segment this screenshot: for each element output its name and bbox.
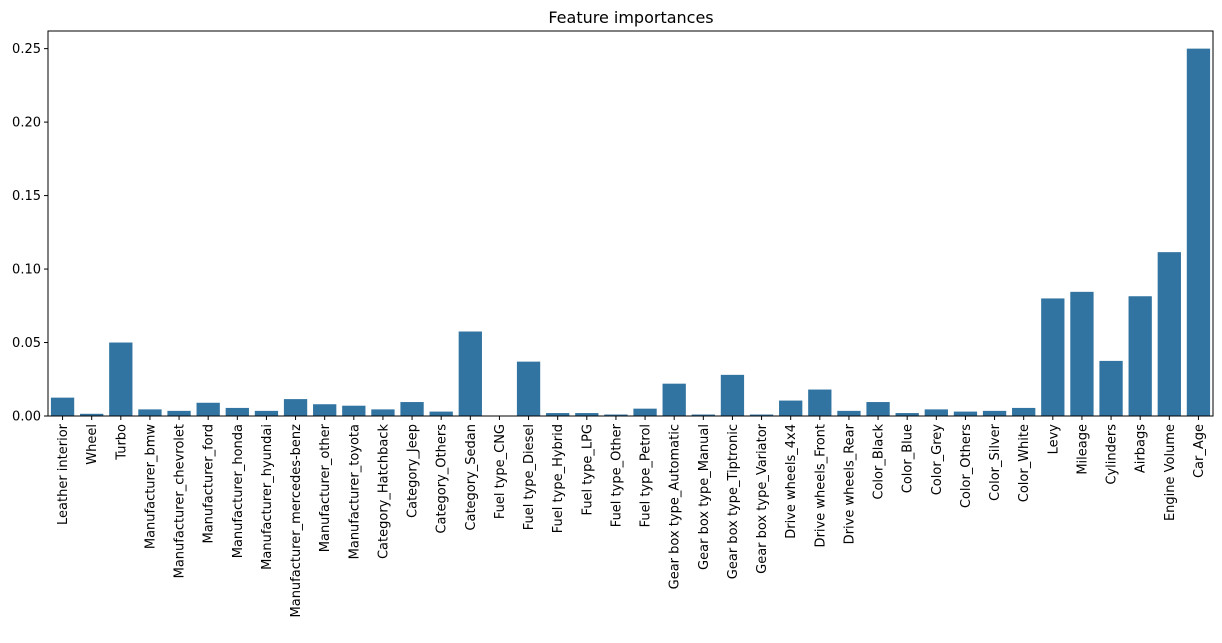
x-tick-label: Manufacturer_toyota: [347, 424, 362, 559]
x-tick-label: Car_Age: [1192, 424, 1207, 478]
bar-29: [895, 413, 919, 416]
bar-16: [516, 361, 541, 416]
x-tick-label: Drive wheels_4x4: [784, 424, 799, 539]
bar-9: [313, 404, 337, 416]
x-tick-label: Fuel type_Diesel: [522, 424, 537, 530]
x-tick-label: Engine Volume: [1163, 424, 1178, 521]
bar-18: [575, 413, 599, 416]
chart-title: Feature importances: [548, 8, 713, 27]
x-tick-label: Drive wheels_Rear: [842, 423, 857, 544]
bar-6: [225, 407, 249, 416]
x-tick-label: Drive wheels_Front: [813, 424, 828, 547]
bar-8: [283, 399, 308, 416]
x-tick-label: Fuel type_CNG: [493, 424, 508, 519]
x-tick-label: Color_Silver: [988, 423, 1003, 501]
bar-5: [196, 402, 220, 416]
x-tick-label: Turbo: [114, 424, 129, 461]
x-tick-label: Wheel: [85, 424, 100, 465]
x-tick-label: Category_Others: [435, 424, 450, 534]
bar-3: [138, 409, 162, 416]
x-tick-label: Manufacturer_mercedes-benz: [289, 424, 304, 618]
x-tick-label: Category_Jeep: [406, 424, 421, 518]
x-tick-label: Color_Blue: [901, 424, 916, 493]
bar-33: [1012, 407, 1036, 416]
x-tick-label: Manufacturer_chevrolet: [173, 424, 188, 578]
x-tick-label: Fuel type_Hybrid: [551, 424, 566, 533]
bar-2: [109, 342, 133, 416]
x-tick-label: Category_Hatchback: [376, 424, 391, 559]
bar-27: [837, 410, 861, 416]
x-tick-label: Manufacturer_other: [318, 423, 333, 552]
x-tick-label: Gear box type_Variator: [755, 423, 770, 574]
bar-12: [400, 402, 424, 416]
x-tick-label: Levy: [1046, 424, 1061, 455]
bar-32: [982, 410, 1007, 416]
y-tick-label: 0.10: [12, 263, 41, 278]
bar-39: [1186, 48, 1211, 416]
bar-25: [779, 400, 803, 416]
plot-frame: [47, 30, 1214, 417]
x-tick-label: Fuel type_LPG: [580, 424, 595, 515]
bar-17: [546, 413, 570, 416]
bar-10: [342, 405, 366, 416]
x-axis: Leather interior Wheel Turbo Manufacturer_b…: [56, 416, 1207, 617]
bar-28: [866, 402, 890, 416]
bar-36: [1099, 360, 1123, 416]
bar-14: [458, 331, 482, 416]
x-tick-label: Manufacturer_hyundai: [260, 424, 275, 570]
x-tick-label: Leather interior: [56, 423, 71, 525]
y-axis: 0.00 0.05 0.10 0.15 0.20 0.25: [12, 42, 48, 425]
bar-1: [80, 413, 104, 416]
bar-26: [808, 389, 832, 416]
bar-38: [1157, 252, 1181, 416]
x-tick-label: Airbags: [1134, 424, 1149, 473]
bar-19: [604, 414, 628, 416]
bar-30: [924, 409, 948, 416]
x-tick-label: Mileage: [1075, 424, 1090, 475]
x-tick-label: Category_Sedan: [464, 424, 479, 531]
bar-0: [50, 397, 75, 416]
bar-4: [167, 410, 191, 416]
x-tick-label: Color_Others: [959, 424, 974, 508]
y-tick-label: 0.05: [12, 336, 41, 351]
bar-11: [371, 409, 395, 416]
bar-31: [953, 411, 978, 416]
y-tick-label: 0.20: [12, 116, 41, 131]
x-tick-label: Gear box type_Manual: [697, 424, 712, 570]
bar-37: [1128, 296, 1152, 416]
bar-20: [633, 408, 657, 416]
bar-7: [254, 410, 279, 416]
x-tick-label: Cylinders: [1105, 424, 1120, 485]
x-tick-label: Fuel type_Other: [609, 423, 624, 527]
x-tick-label: Color_Black: [872, 424, 887, 500]
bar-35: [1070, 291, 1094, 416]
y-tick-label: 0.25: [12, 42, 41, 57]
bar-13: [429, 411, 453, 416]
bar-21: [662, 383, 686, 416]
x-tick-label: Gear box type_Automatic: [668, 424, 683, 589]
x-tick-label: Color_White: [1017, 424, 1032, 502]
x-tick-label: Manufacturer_bmw: [143, 424, 158, 550]
bar-34: [1041, 298, 1065, 416]
y-tick-label: 0.15: [12, 189, 41, 204]
bar-23: [720, 374, 745, 416]
x-tick-label: Fuel type_Petrol: [639, 424, 654, 527]
x-tick-label: Gear box type_Tiptronic: [726, 424, 741, 579]
bars-group: [50, 48, 1211, 416]
x-tick-label: Manufacturer_ford: [202, 424, 217, 544]
bar-22: [691, 414, 715, 416]
y-tick-label: 0.00: [12, 410, 41, 425]
x-tick-label: Manufacturer_honda: [231, 424, 246, 558]
bar-24: [749, 414, 774, 416]
x-tick-label: Color_Grey: [930, 424, 945, 496]
